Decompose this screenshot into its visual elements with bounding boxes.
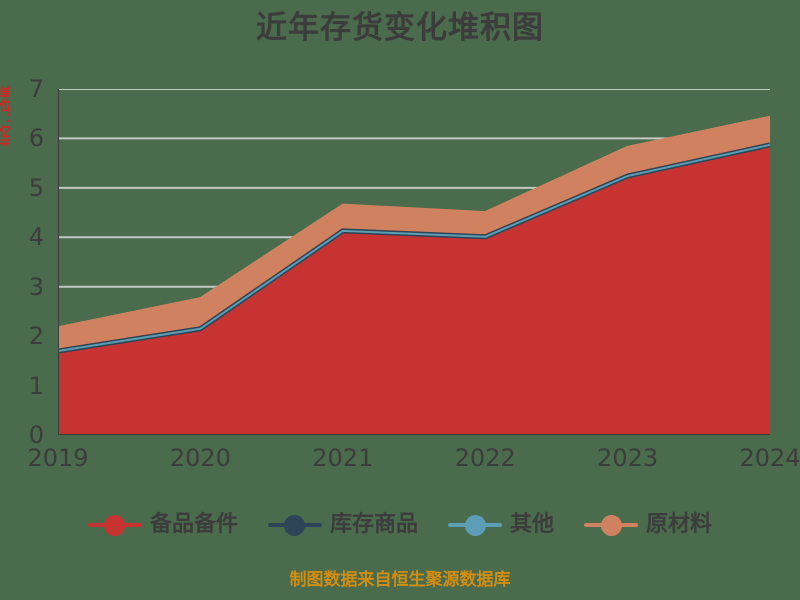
data-source-note: 制图数据来自恒生聚源数据库 bbox=[289, 570, 511, 590]
x-axis-label-2020: 2020 bbox=[169, 444, 231, 472]
legend-marker-icon bbox=[267, 512, 322, 538]
y-tick-0: 0 bbox=[28, 421, 44, 449]
legend-marker-icon bbox=[584, 512, 639, 538]
area-chart-svg bbox=[58, 89, 770, 435]
y-tick-6: 6 bbox=[28, 124, 44, 153]
chart-legend: 备品备件 库存商品 其他 原材料 bbox=[0, 512, 800, 538]
series-line-2 bbox=[58, 143, 770, 352]
y-axis-unit-label: 单位：亿元 bbox=[0, 86, 10, 146]
legend-marker-icon bbox=[448, 512, 502, 538]
legend-dot-icon bbox=[464, 514, 486, 536]
legend-label: 原材料 bbox=[646, 512, 713, 537]
y-tick-2: 2 bbox=[28, 322, 44, 351]
y-tick-3: 3 bbox=[28, 272, 44, 301]
series-line-3 bbox=[58, 115, 770, 329]
x-axis-label-2021: 2021 bbox=[312, 444, 374, 472]
legend-dot-icon bbox=[104, 514, 126, 536]
legend-label: 其他 bbox=[510, 512, 555, 537]
x-axis-label-2019: 2019 bbox=[27, 444, 89, 472]
legend-label: 库存商品 bbox=[329, 512, 418, 537]
x-axis-tick-labels: 2019 2020 2021 2022 2023 2024 bbox=[27, 444, 800, 476]
series-areas bbox=[58, 115, 770, 435]
chart-title: 近年存货变化堆积图 bbox=[256, 10, 544, 46]
x-axis-label-2023: 2023 bbox=[597, 444, 659, 472]
y-tick-5: 5 bbox=[28, 173, 44, 202]
series-area-3 bbox=[58, 116, 770, 351]
y-tick-7: 7 bbox=[28, 75, 44, 103]
legend-label: 备品备件 bbox=[149, 512, 238, 537]
plot-area bbox=[58, 89, 770, 435]
x-axis-label-2024: 2024 bbox=[739, 444, 800, 472]
legend-item-2[interactable]: 其他 bbox=[448, 512, 554, 538]
y-tick-4: 4 bbox=[28, 223, 44, 252]
legend-marker-icon bbox=[87, 512, 142, 538]
y-tick-1: 1 bbox=[28, 371, 44, 400]
x-axis-label-2022: 2022 bbox=[454, 444, 516, 472]
y-axis-tick-labels: 7 6 5 4 3 2 1 0 bbox=[0, 77, 44, 447]
legend-item-3[interactable]: 原材料 bbox=[584, 512, 712, 538]
legend-item-0[interactable]: 备品备件 bbox=[87, 512, 238, 538]
series-area-0 bbox=[58, 145, 770, 435]
legend-dot-icon bbox=[600, 514, 622, 536]
legend-dot-icon bbox=[284, 514, 306, 536]
legend-item-1[interactable]: 库存商品 bbox=[267, 512, 418, 538]
